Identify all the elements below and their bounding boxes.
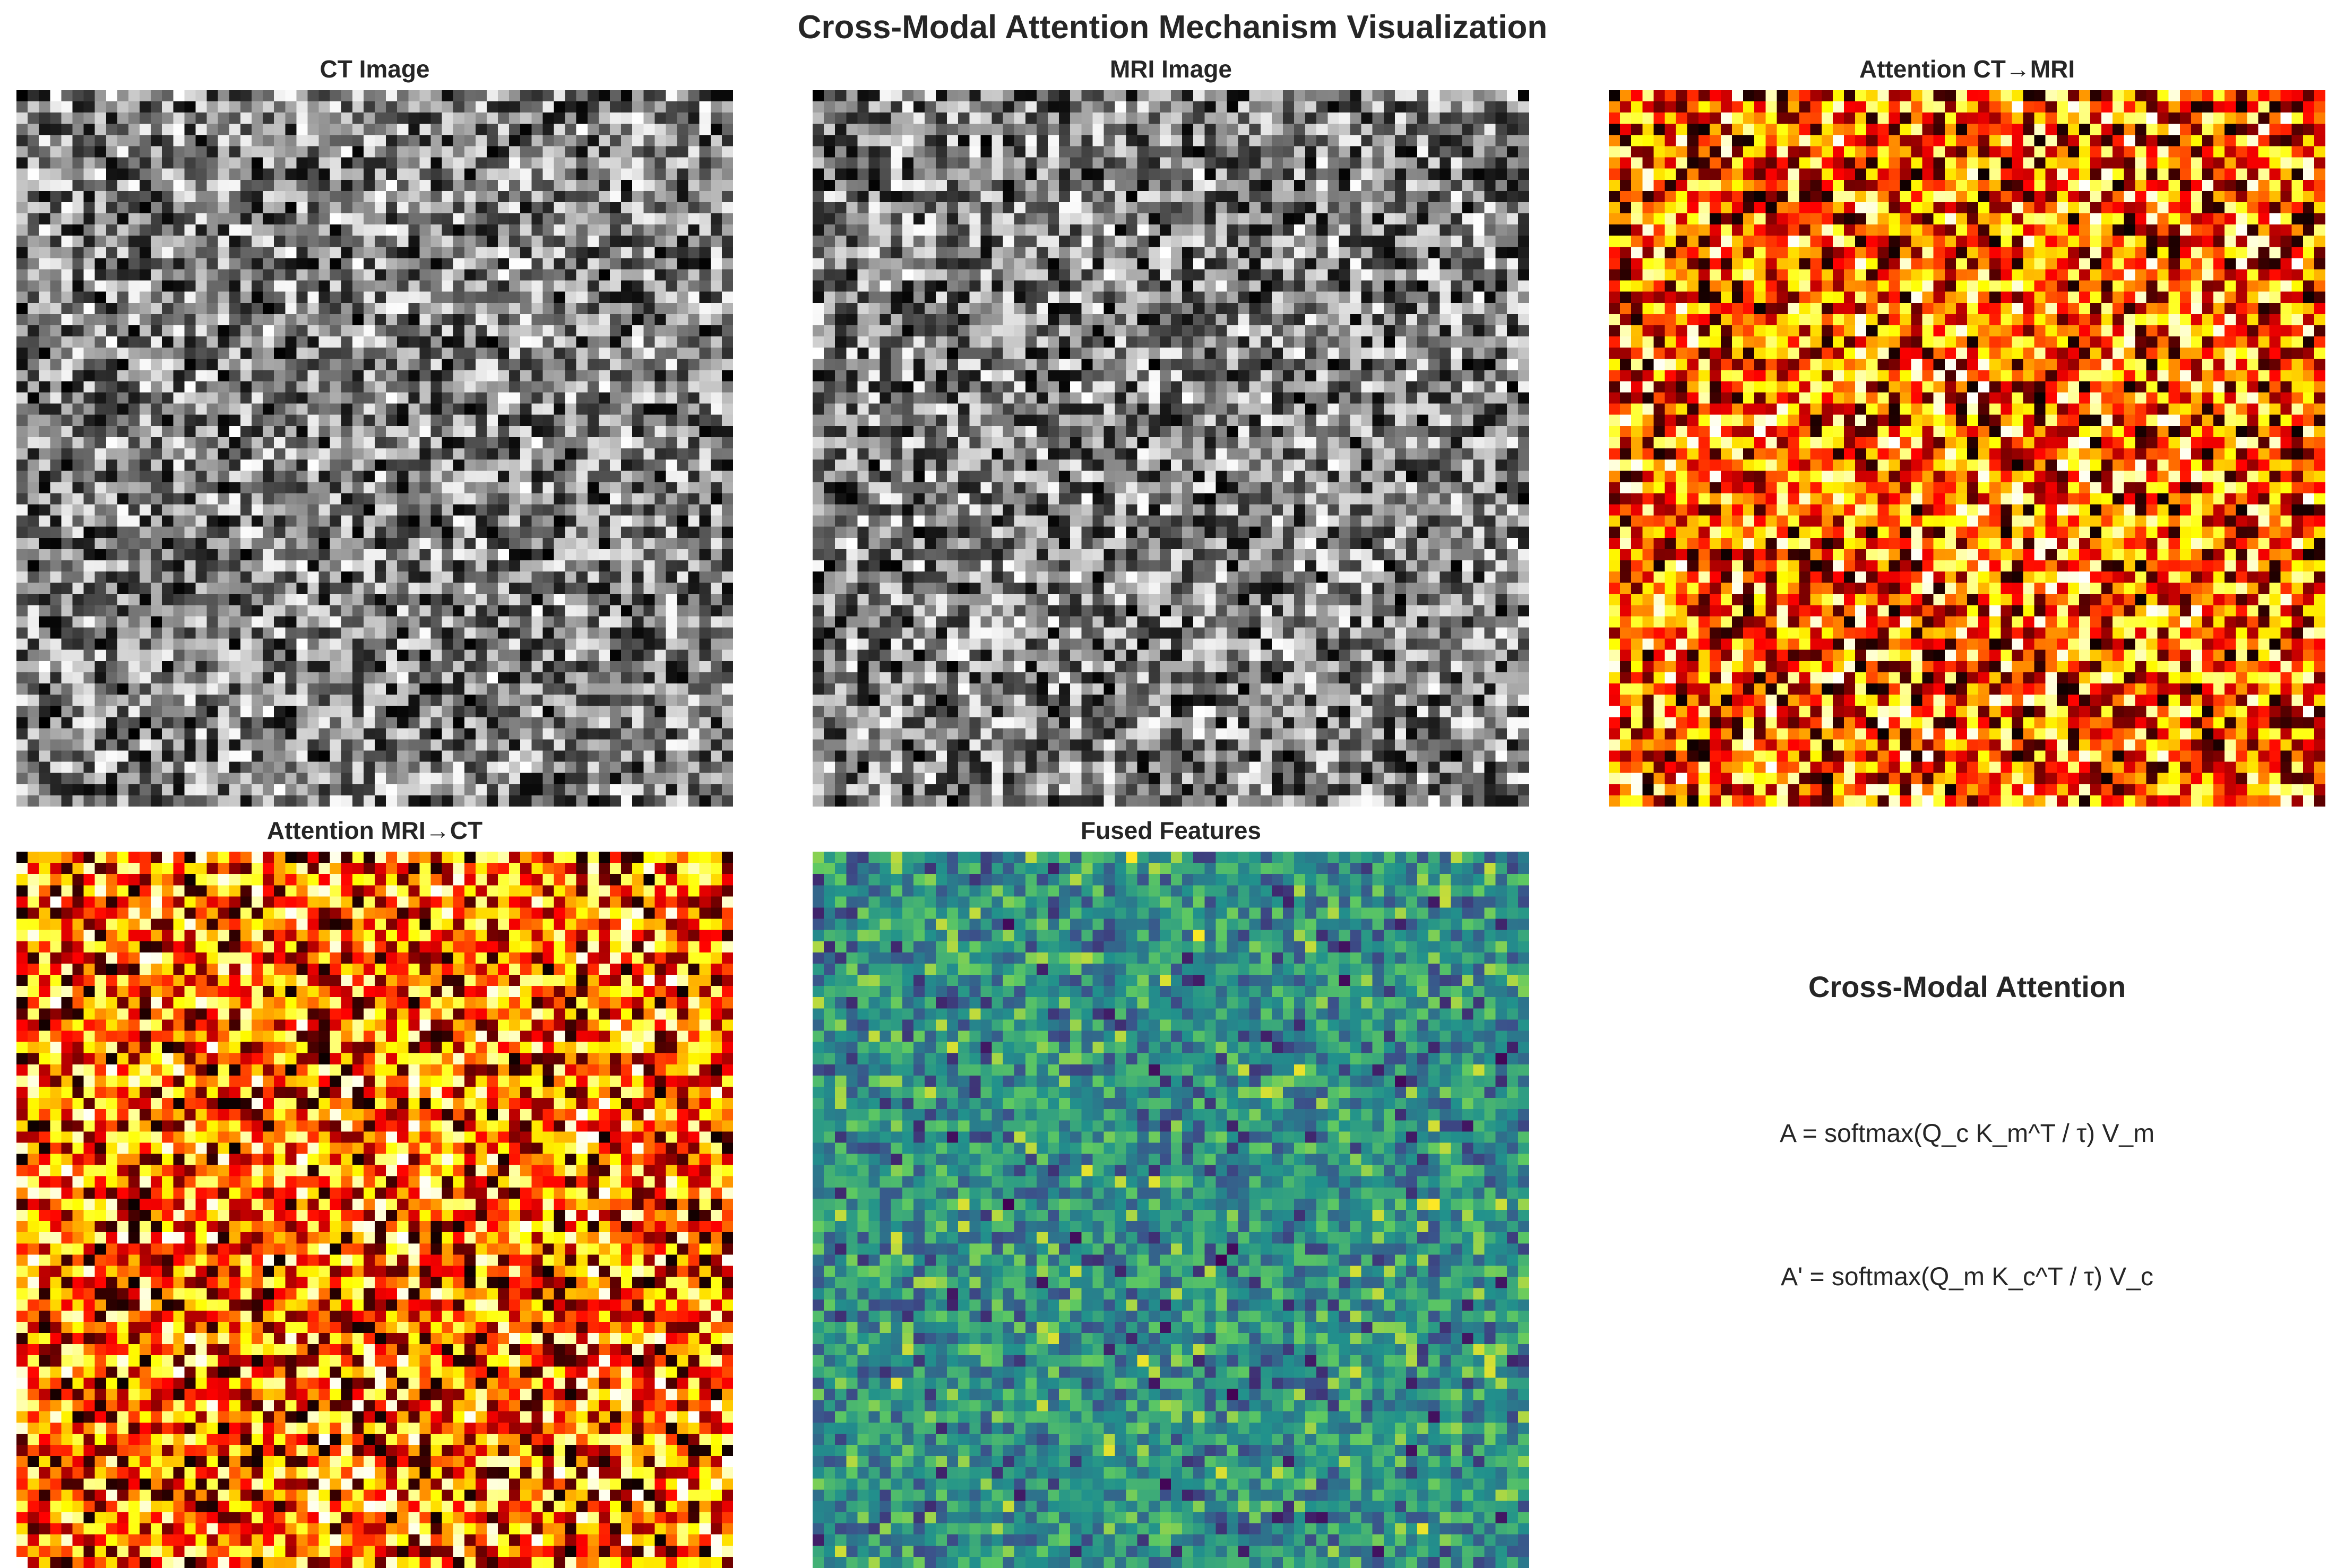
attention-mri-to-ct-title: Attention MRI→CT: [266, 817, 483, 844]
mri-image-title: MRI Image: [1109, 55, 1232, 83]
attention-ct-to-mri-title: Attention CT→MRI: [1859, 55, 2075, 83]
attention-equation-ct-to-mri: A = softmax(Q_c K_m^T / τ) V_m: [1779, 1120, 2155, 1148]
figure-title: Cross-Modal Attention Mechanism Visualiz…: [797, 9, 1548, 46]
attention-equation-mri-to-ct: A' = softmax(Q_m K_c^T / τ) V_c: [1781, 1263, 2153, 1291]
fused-features-title: Fused Features: [1081, 817, 1261, 844]
attention-mri-to-ct-heatmap: [16, 852, 733, 1568]
equation-panel: Cross-Modal Attention A = softmax(Q_c K_…: [1609, 852, 2325, 1568]
ct-image-title: CT Image: [320, 55, 430, 83]
equation-panel-title: Cross-Modal Attention: [1808, 970, 2126, 1003]
mri-image-heatmap: [813, 90, 1529, 807]
ct-image-heatmap: [16, 90, 733, 807]
attention-ct-to-mri-heatmap: [1609, 90, 2325, 807]
fused-features-heatmap: [813, 852, 1529, 1568]
